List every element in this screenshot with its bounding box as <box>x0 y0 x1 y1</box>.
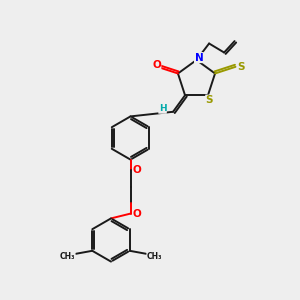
Text: O: O <box>133 208 142 219</box>
Text: O: O <box>152 60 161 70</box>
Text: O: O <box>133 165 142 175</box>
Text: H: H <box>159 104 167 113</box>
Text: CH₃: CH₃ <box>60 252 75 261</box>
Text: S: S <box>237 62 245 72</box>
Text: CH₃: CH₃ <box>147 252 162 261</box>
Text: N: N <box>194 52 203 63</box>
Text: S: S <box>206 95 213 105</box>
